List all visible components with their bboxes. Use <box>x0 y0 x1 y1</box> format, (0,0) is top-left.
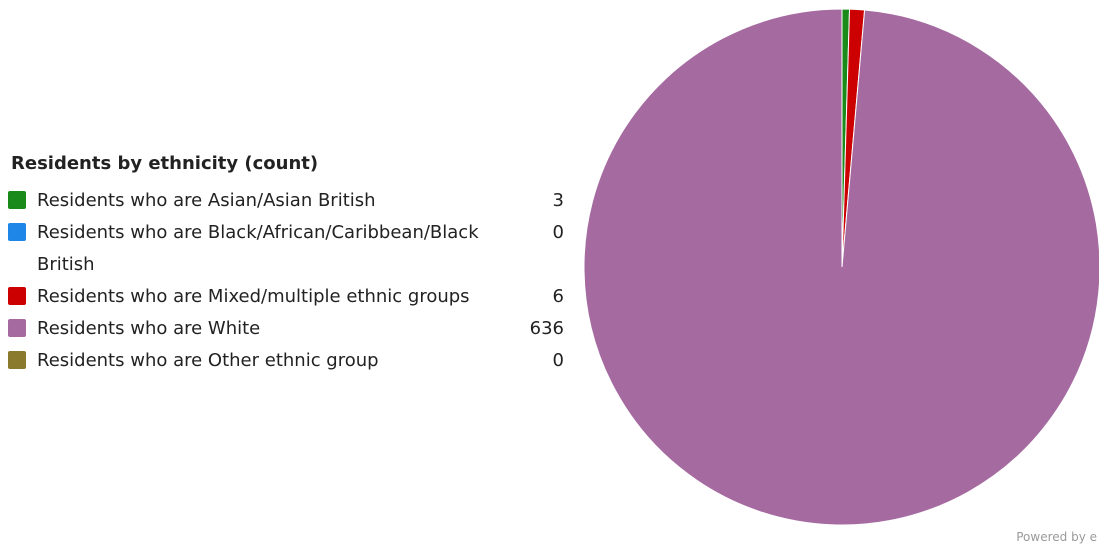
legend: Residents by ethnicity (count) Residents… <box>8 152 568 377</box>
legend-label: Residents who are White <box>37 318 261 339</box>
legend-item-black[interactable]: Residents who are Black/African/Caribbea… <box>8 217 568 281</box>
legend-swatch <box>8 287 26 305</box>
legend-item-mixed[interactable]: Residents who are Mixed/multiple ethnic … <box>8 281 568 313</box>
legend-value: 3 <box>552 190 564 211</box>
legend-swatch <box>8 223 26 241</box>
legend-item-white[interactable]: Residents who are White 636 <box>8 313 568 345</box>
powered-by-credit[interactable]: Powered by e <box>1016 530 1097 544</box>
legend-label: Residents who are Asian/Asian British <box>37 190 376 211</box>
legend-swatch <box>8 319 26 337</box>
legend-label: Residents who are Other ethnic group <box>37 350 379 371</box>
legend-value: 636 <box>529 318 564 339</box>
legend-swatch <box>8 351 26 369</box>
legend-value: 0 <box>552 222 564 243</box>
pie-slice-3[interactable] <box>583 8 1099 526</box>
legend-label: Residents who are Black/African/Caribbea… <box>37 222 479 275</box>
legend-label: Residents who are Mixed/multiple ethnic … <box>37 286 470 307</box>
legend-item-asian[interactable]: Residents who are Asian/Asian British 3 <box>8 185 568 217</box>
legend-value: 6 <box>552 286 564 307</box>
legend-item-other[interactable]: Residents who are Other ethnic group 0 <box>8 345 568 377</box>
legend-value: 0 <box>552 350 564 371</box>
chart-title: Residents by ethnicity (count) <box>11 153 319 174</box>
legend-swatch <box>8 191 26 209</box>
